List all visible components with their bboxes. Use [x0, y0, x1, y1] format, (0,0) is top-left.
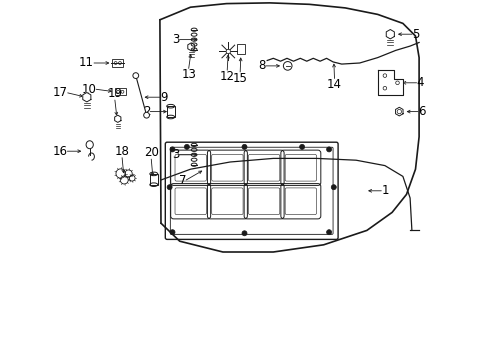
Bar [115, 88, 125, 95]
Polygon shape [386, 30, 393, 39]
Circle shape [299, 144, 304, 149]
Circle shape [242, 231, 246, 236]
Circle shape [143, 112, 149, 118]
Text: 19: 19 [107, 87, 122, 100]
Text: 13: 13 [181, 68, 196, 81]
Circle shape [242, 144, 246, 149]
Text: 2: 2 [142, 105, 150, 118]
Text: 4: 4 [416, 76, 423, 89]
Bar [166, 106, 174, 117]
Polygon shape [82, 93, 91, 102]
Text: 3: 3 [172, 33, 179, 46]
Text: 6: 6 [417, 105, 425, 118]
Polygon shape [187, 43, 194, 51]
Text: 1: 1 [381, 184, 388, 197]
Circle shape [225, 49, 230, 54]
Text: 10: 10 [81, 83, 96, 96]
Text: 3: 3 [172, 148, 179, 161]
Polygon shape [395, 107, 402, 116]
Bar [112, 59, 123, 67]
Text: 15: 15 [232, 72, 247, 85]
Text: 17: 17 [53, 86, 68, 99]
Text: 7: 7 [178, 174, 186, 186]
Text: 14: 14 [326, 78, 341, 91]
Circle shape [330, 185, 336, 190]
Circle shape [170, 147, 175, 152]
Circle shape [184, 144, 189, 149]
Text: 12: 12 [219, 70, 234, 83]
Circle shape [326, 230, 331, 235]
Text: 18: 18 [114, 145, 129, 158]
Text: 11: 11 [79, 57, 94, 69]
Text: 20: 20 [143, 146, 159, 159]
Text: 8: 8 [258, 59, 265, 72]
Circle shape [326, 147, 331, 152]
Bar [237, 44, 244, 54]
Polygon shape [377, 70, 402, 95]
Text: 5: 5 [411, 28, 418, 41]
Text: 9: 9 [160, 91, 167, 104]
Bar [149, 174, 158, 185]
Circle shape [167, 185, 172, 190]
Text: 16: 16 [52, 145, 67, 158]
Circle shape [170, 230, 175, 235]
Circle shape [133, 73, 139, 78]
Polygon shape [114, 115, 121, 122]
